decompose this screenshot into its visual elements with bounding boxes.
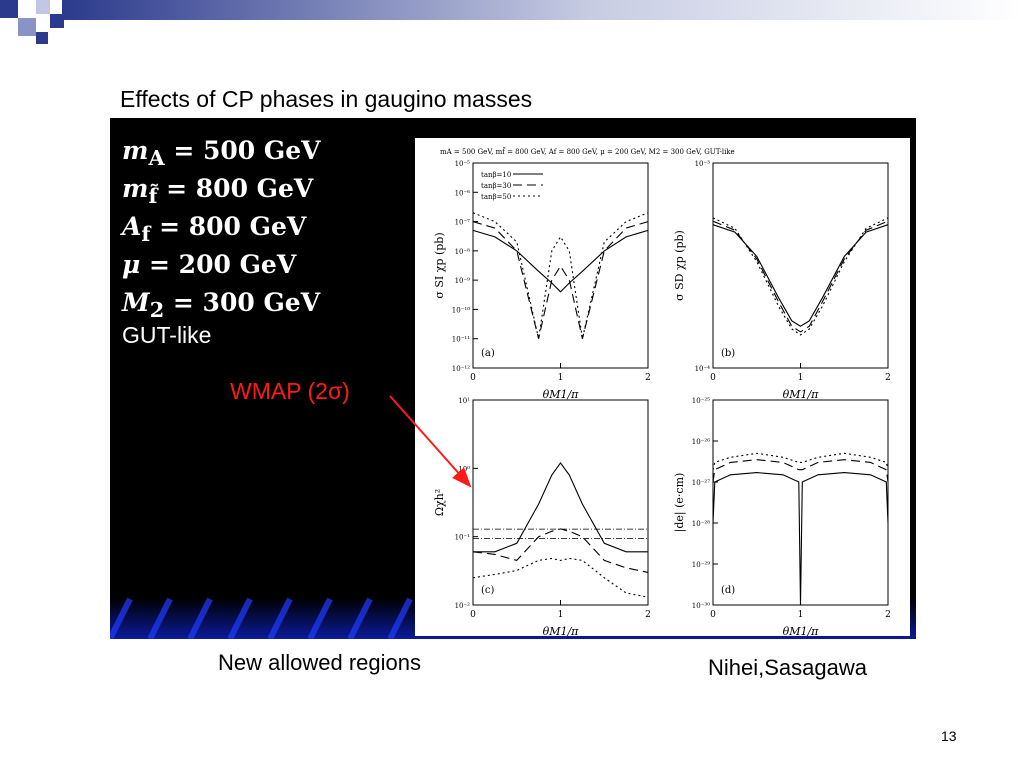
gut-like-label: GUT-like <box>122 322 212 348</box>
y-tick-label: 10⁻⁶ <box>455 189 471 197</box>
series-line <box>712 220 889 333</box>
plot-frame <box>472 399 649 606</box>
y-axis-label: σ SD χp (pb) <box>673 230 686 301</box>
plot-frame <box>712 162 889 369</box>
y-tick-label: 10⁻¹ <box>455 534 471 542</box>
plot-figure: mA = 500 GeV, mf̃ = 800 GeV, Af = 800 Ge… <box>415 138 910 638</box>
y-tick-label: 10⁻²⁶ <box>692 438 710 446</box>
slide-title: Effects of CP phases in gaugino masses <box>120 86 533 112</box>
legend-entry: tanβ=50 <box>481 193 511 201</box>
y-tick-label: 10⁻⁸ <box>455 248 471 256</box>
x-tick-label: 0 <box>470 610 476 620</box>
param-row: M2 = 300 GeV <box>122 288 321 322</box>
series-line <box>712 452 889 470</box>
parameter-list: mA = 500 GeV mf̃ = 800 GeV Af = 800 GeV … <box>122 132 321 322</box>
x-tick-label: 2 <box>645 373 651 383</box>
panel-label: (c) <box>481 585 495 596</box>
y-tick-label: 10⁻¹⁰ <box>452 306 470 314</box>
x-tick-label: 2 <box>885 373 891 383</box>
series-line <box>473 461 648 553</box>
y-tick-label: 10⁻²⁵ <box>692 397 710 405</box>
x-tick-label: 0 <box>710 610 716 620</box>
series-line <box>712 217 889 336</box>
param-row: μ = 200 GeV <box>122 250 297 279</box>
param-row: mf̃ = 800 GeV <box>122 174 314 208</box>
y-tick-label: 10⁻² <box>455 602 471 610</box>
x-tick-label: 2 <box>885 610 891 620</box>
x-tick-label: 1 <box>558 373 564 383</box>
series-line <box>712 459 889 483</box>
figure-header: mA = 500 GeV, mf̃ = 800 GeV, Af = 800 Ge… <box>440 147 735 156</box>
legend-entry: tanβ=30 <box>481 182 511 190</box>
x-axis-label: θM1/π <box>543 625 580 636</box>
legend-entry: tanβ=10 <box>481 171 511 179</box>
wmap-label: WMAP (2σ) <box>230 378 350 404</box>
page-number: 13 <box>941 728 957 744</box>
series-line <box>472 557 649 598</box>
x-tick-label: 1 <box>558 610 564 620</box>
param-row: Af = 800 GeV <box>122 212 307 246</box>
decorative-header-bar <box>0 0 1024 44</box>
y-axis-label: Ωχh² <box>433 489 446 516</box>
y-tick-label: 10⁻²⁹ <box>692 561 710 569</box>
y-tick-label: 10⁻³ <box>695 160 711 168</box>
y-tick-label: 10⁻¹¹ <box>452 336 470 344</box>
x-tick-label: 0 <box>470 373 476 383</box>
x-axis-label: θM1/π <box>783 625 820 636</box>
x-tick-label: 1 <box>798 610 804 620</box>
series-line <box>712 472 889 606</box>
plot-canvas: mA = 500 GeV, mf̃ = 800 GeV, Af = 800 Ge… <box>433 147 891 638</box>
y-tick-label: 10⁻⁷ <box>455 219 471 227</box>
y-axis-label: |de| (e·cm) <box>673 473 687 533</box>
x-tick-label: 0 <box>710 373 716 383</box>
y-tick-label: 10⁰ <box>458 465 470 473</box>
y-axis-label: σ SI χp (pb) <box>433 232 446 298</box>
y-tick-label: 10¹ <box>458 397 470 405</box>
x-axis-label: θM1/π <box>783 388 820 401</box>
caption-authors: Nihei,Sasagawa <box>708 655 867 680</box>
y-tick-label: 10⁻⁴ <box>695 365 711 373</box>
series-line <box>472 229 649 293</box>
panel-label: (a) <box>481 348 495 359</box>
y-tick-label: 10⁻⁵ <box>455 160 471 168</box>
series-line <box>472 528 649 573</box>
panel-label: (b) <box>721 348 735 359</box>
x-tick-label: 2 <box>645 610 651 620</box>
param-row: mA = 500 GeV <box>122 136 321 170</box>
caption-new-allowed-regions: New allowed regions <box>218 650 421 675</box>
series-line <box>472 221 649 339</box>
series-line <box>712 224 889 327</box>
y-tick-label: 10⁻¹² <box>452 365 470 373</box>
y-tick-label: 10⁻²⁷ <box>692 479 710 487</box>
series-line <box>472 212 649 339</box>
x-tick-label: 1 <box>798 373 804 383</box>
y-tick-label: 10⁻²⁸ <box>692 520 710 528</box>
y-tick-label: 10⁻⁹ <box>455 277 471 285</box>
panel-label: (d) <box>721 585 735 596</box>
x-axis-label: θM1/π <box>543 388 580 401</box>
y-tick-label: 10⁻³⁰ <box>692 602 710 610</box>
figure-panel: mA = 500 GeV mf̃ = 800 GeV Af = 800 GeV … <box>110 118 916 639</box>
